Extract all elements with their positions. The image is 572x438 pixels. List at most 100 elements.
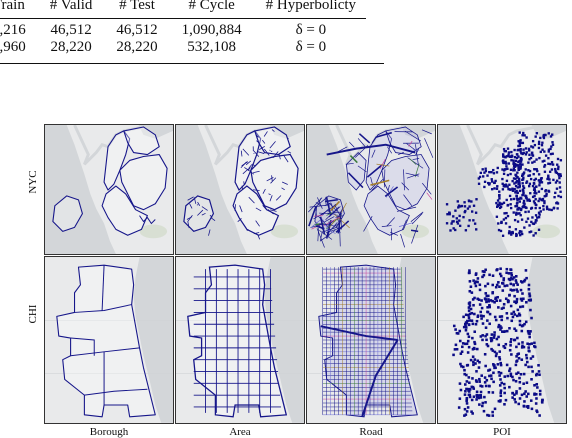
poi-point [527, 365, 530, 369]
poi-point [548, 181, 552, 184]
poi-point [520, 346, 524, 349]
poi-point [487, 384, 491, 388]
table-header-row: Train # Valid # Test # Cycle # Hyperboli… [0, 0, 367, 19]
poi-point [479, 314, 483, 317]
area-boundary [253, 232, 260, 235]
poi-point [533, 194, 536, 198]
poi-point [537, 140, 541, 144]
poi-point [452, 215, 455, 218]
col-label-road: Road [359, 426, 383, 438]
poi-point [527, 392, 530, 396]
poi-point [476, 359, 480, 363]
poi-point [467, 309, 471, 312]
poi-point [516, 336, 519, 340]
poi-point [494, 318, 498, 322]
poi-point [530, 378, 533, 381]
road-segment [398, 222, 413, 227]
poi-point [530, 220, 533, 224]
poi-point [521, 152, 524, 156]
poi-point [499, 229, 503, 233]
poi-point [484, 384, 488, 388]
poi-point [484, 334, 487, 338]
poi-point [492, 363, 495, 366]
city-boundary [318, 264, 418, 418]
poi-point [515, 297, 519, 301]
poi-point [554, 167, 557, 171]
area-boundary [255, 134, 259, 138]
poi-point [500, 381, 503, 385]
poi-point [499, 202, 502, 206]
poi-point [455, 331, 459, 335]
poi-point [459, 205, 462, 208]
poi-point [525, 151, 528, 154]
road-segment [371, 136, 377, 143]
poi-point [513, 327, 516, 331]
poi-point [515, 211, 518, 215]
area-boundary [267, 209, 274, 215]
poi-point [483, 297, 487, 300]
poi-point [473, 358, 477, 361]
area-boundary [245, 160, 252, 166]
poi-point [518, 144, 522, 147]
poi-point [463, 414, 466, 417]
poi-point [464, 328, 468, 332]
poi-point [498, 315, 502, 318]
poi-point [506, 167, 509, 171]
road-segment [324, 198, 338, 203]
poi-point [477, 298, 481, 302]
poi-point [492, 172, 496, 175]
poi-point [498, 197, 501, 200]
poi-point [533, 178, 536, 182]
area-boundary [269, 141, 276, 149]
area-boundary [262, 205, 267, 210]
poi-point [506, 374, 509, 378]
poi-point [515, 234, 518, 238]
area-boundary [263, 131, 268, 137]
poi-point [459, 388, 463, 392]
poi-point [514, 379, 518, 383]
poi-point [534, 221, 537, 224]
poi-point [541, 199, 545, 202]
area-boundary [201, 206, 208, 211]
poi-point [508, 369, 511, 373]
area-boundary [246, 229, 249, 232]
poi-point [493, 181, 496, 184]
poi-point [482, 314, 485, 318]
poi-point [478, 403, 481, 406]
road-segment [318, 216, 329, 228]
poi-point [515, 204, 519, 208]
poi-point [528, 332, 531, 336]
park-area [532, 224, 561, 239]
poi-point [531, 146, 535, 149]
poi-point [530, 407, 534, 411]
poi-point [543, 165, 546, 168]
poi-point [528, 292, 531, 296]
borough-bronx [123, 126, 160, 156]
poi-point [464, 313, 468, 317]
poi-point [475, 398, 478, 401]
poi-point [465, 397, 469, 400]
poi-point [486, 174, 489, 177]
stats-table: Train # Valid # Test # Cycle # Hyperboli… [0, 0, 367, 61]
poi-point [495, 352, 498, 355]
poi-point [499, 371, 503, 375]
poi-point [472, 387, 476, 390]
poi-point [538, 156, 541, 160]
poi-point [531, 370, 534, 373]
poi-point [524, 168, 527, 171]
poi-point [486, 319, 489, 322]
poi-point [521, 173, 524, 176]
poi-point [467, 313, 470, 317]
poi-point [525, 276, 528, 280]
poi-point [453, 348, 457, 351]
poi-point [501, 188, 505, 191]
poi-point [456, 332, 460, 335]
poi-point [487, 298, 490, 301]
area-boundary [240, 161, 247, 169]
area-boundary [270, 209, 277, 212]
poi-point [516, 283, 519, 286]
road-segment [308, 206, 317, 227]
poi-point [510, 233, 513, 236]
poi-point [459, 352, 463, 355]
poi-point [476, 297, 479, 301]
